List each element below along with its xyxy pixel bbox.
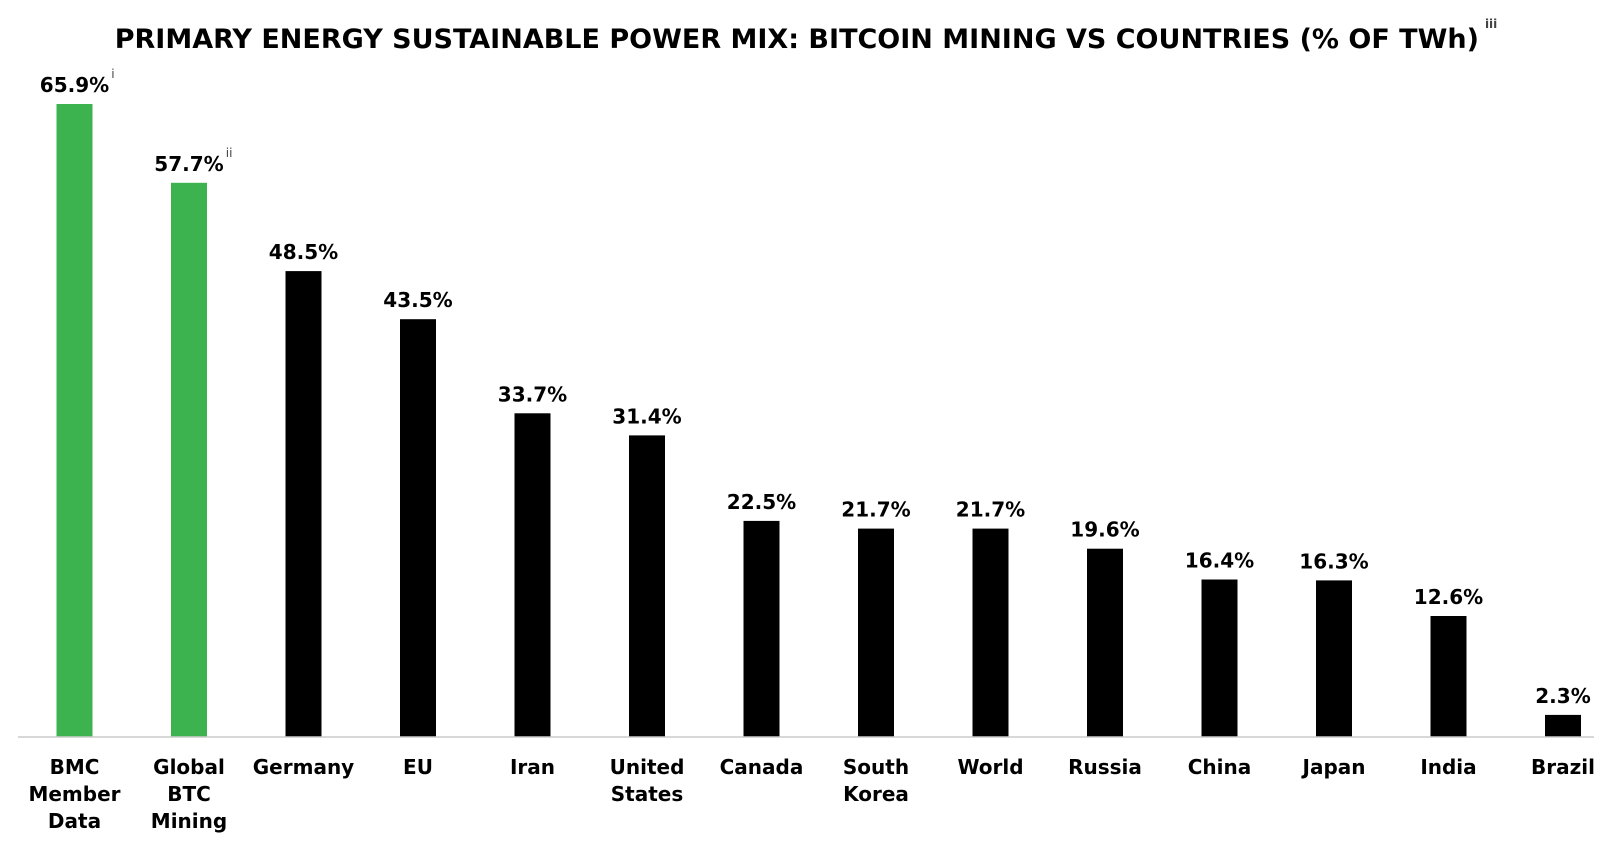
bar-germany xyxy=(285,271,322,737)
data-label-footnote-bmc-member-data: i xyxy=(111,67,114,81)
data-label-japan: 16.3% xyxy=(1299,549,1368,573)
bar-canada xyxy=(743,520,780,737)
bar-global-btc-mining xyxy=(171,182,207,738)
category-label-line: Iran xyxy=(510,755,555,779)
bar-united-states xyxy=(629,435,665,737)
category-label-line: EU xyxy=(403,755,433,779)
category-label-line: Brazil xyxy=(1531,755,1595,779)
category-label-russia: Russia xyxy=(1068,755,1142,779)
category-label-line: World xyxy=(957,755,1023,779)
category-label-line: Russia xyxy=(1068,755,1142,779)
bar-bmc-member-data xyxy=(56,104,93,737)
data-label-iran: 33.7% xyxy=(498,382,567,406)
data-label-germany: 48.5% xyxy=(269,240,338,264)
category-label-line: BTC xyxy=(167,782,211,806)
category-label-brazil: Brazil xyxy=(1531,755,1595,779)
data-label-russia: 19.6% xyxy=(1070,518,1139,542)
category-label-line: Japan xyxy=(1301,755,1366,779)
data-label-united-states: 31.4% xyxy=(612,404,681,428)
category-label-south-korea: South Korea xyxy=(843,755,909,806)
bars-layer xyxy=(56,104,1581,738)
bar-india xyxy=(1430,616,1467,737)
bar-world xyxy=(972,528,1009,737)
data-label-global-btc-mining: 57.7% xyxy=(154,152,223,176)
chart-title: PRIMARY ENERGY SUSTAINABLE POWER MIX: BI… xyxy=(115,17,1498,55)
chart-title-footnote: iii xyxy=(1485,17,1497,31)
category-label-eu: EU xyxy=(403,755,433,779)
data-labels-layer: 65.9% i 57.7% ii 48.5% 43.5% 33.7% 31.4% 22.5% 21… xyxy=(40,67,1591,708)
category-label-line: Data xyxy=(48,809,101,833)
category-label-line: United xyxy=(610,755,685,779)
bar-iran xyxy=(514,413,551,737)
category-label-germany: Germany xyxy=(253,755,354,779)
data-label-brazil: 2.3% xyxy=(1535,684,1590,708)
category-label-line: India xyxy=(1420,755,1476,779)
category-label-line: South xyxy=(843,755,909,779)
category-label-japan: Japan xyxy=(1301,755,1366,779)
bar-south-korea xyxy=(858,528,894,737)
category-label-bmc-member-data: BMC Member Data xyxy=(28,755,120,833)
category-labels-layer: BMC Member Data Global BTC Mining Germany EU Ira… xyxy=(28,755,1595,833)
category-label-line: Mining xyxy=(151,809,227,833)
category-label-global-btc-mining: Global BTC Mining xyxy=(151,755,227,833)
data-label-bmc-member-data: 65.9% xyxy=(40,73,109,97)
category-label-united-states: United States xyxy=(610,755,685,806)
data-label-footnote-global-btc-mining: ii xyxy=(226,146,233,160)
bar-china xyxy=(1201,579,1238,737)
category-label-india: India xyxy=(1420,755,1476,779)
category-label-china: China xyxy=(1188,755,1252,779)
category-label-iran: Iran xyxy=(510,755,555,779)
category-label-line: Global xyxy=(153,755,225,779)
category-label-canada: Canada xyxy=(720,755,804,779)
category-label-line: BMC xyxy=(50,755,100,779)
category-label-line: States xyxy=(611,782,684,806)
data-label-eu: 43.5% xyxy=(383,288,452,312)
data-label-india: 12.6% xyxy=(1414,585,1483,609)
data-label-china: 16.4% xyxy=(1185,549,1254,573)
bar-eu xyxy=(400,319,436,737)
category-label-line: Canada xyxy=(720,755,804,779)
bar-brazil xyxy=(1545,714,1581,737)
category-label-line: China xyxy=(1188,755,1252,779)
data-label-canada: 22.5% xyxy=(727,490,796,514)
bar-japan xyxy=(1316,580,1352,737)
category-label-line: Germany xyxy=(253,755,354,779)
chart-title-text: PRIMARY ENERGY SUSTAINABLE POWER MIX: BI… xyxy=(115,24,1479,55)
bar-russia xyxy=(1087,548,1123,737)
data-label-south-korea: 21.7% xyxy=(841,498,910,522)
category-label-line: Korea xyxy=(843,782,909,806)
category-label-line: Member xyxy=(28,782,120,806)
category-label-world: World xyxy=(957,755,1023,779)
data-label-world: 21.7% xyxy=(956,498,1025,522)
